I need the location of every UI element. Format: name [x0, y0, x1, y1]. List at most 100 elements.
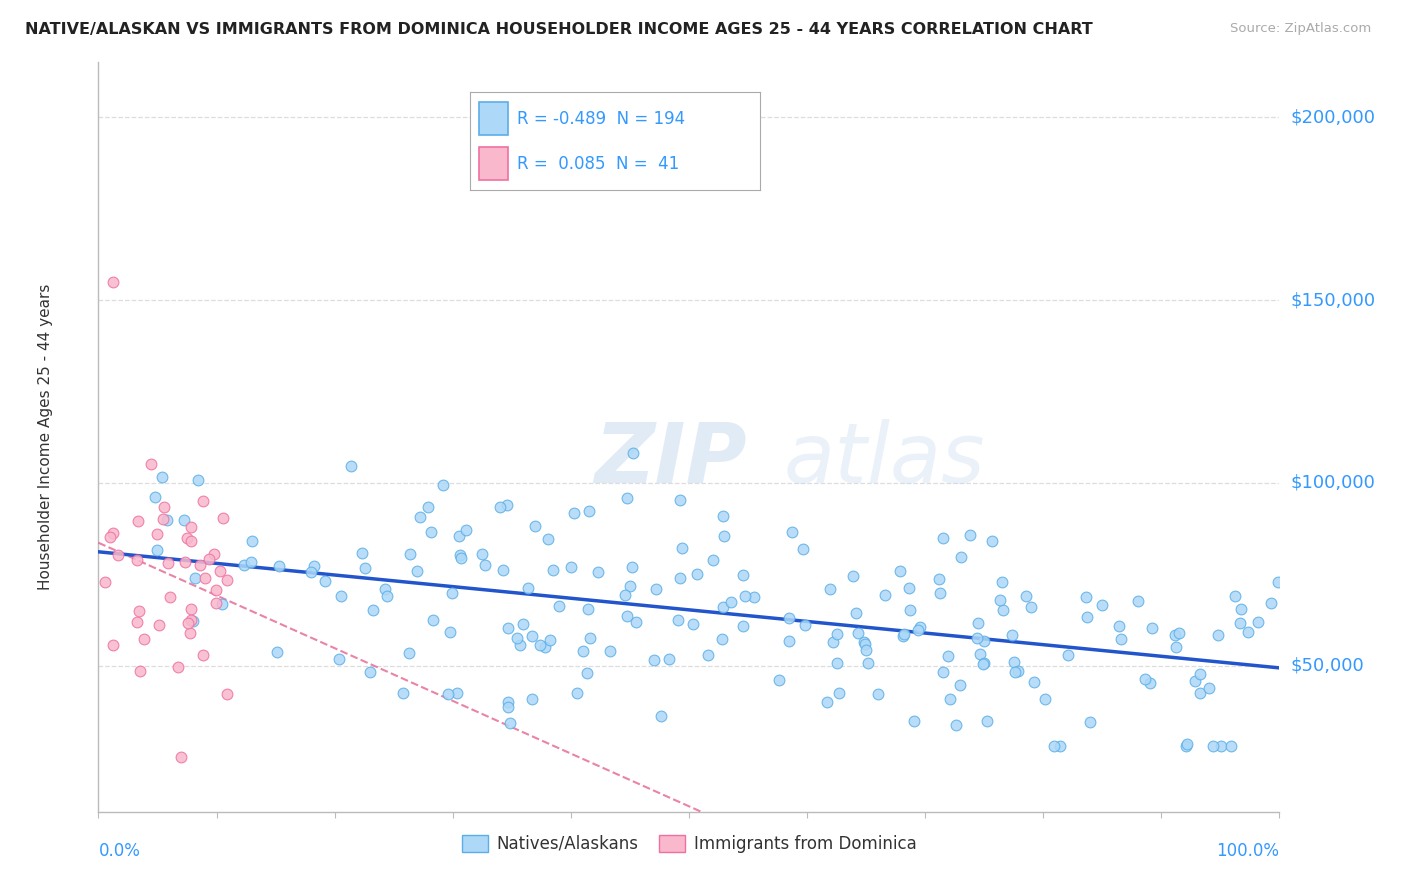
Point	[517, 581, 540, 595]
Point	[1042, 739, 1064, 753]
Point	[98, 530, 121, 544]
Point	[330, 590, 353, 604]
Point	[449, 548, 471, 562]
Point	[853, 637, 876, 651]
Point	[578, 504, 600, 518]
Point	[827, 686, 849, 700]
Point	[416, 500, 439, 514]
Point	[107, 549, 129, 563]
Point	[565, 685, 588, 699]
Point	[1056, 648, 1078, 662]
Point	[976, 714, 998, 728]
Point	[180, 533, 202, 548]
Point	[194, 571, 217, 585]
Point	[898, 581, 921, 595]
Point	[1015, 589, 1038, 603]
Point	[180, 613, 202, 627]
Point	[578, 602, 600, 616]
Point	[1091, 598, 1114, 612]
Point	[875, 588, 897, 602]
Point	[818, 582, 841, 597]
Point	[150, 470, 173, 484]
Point	[928, 585, 950, 599]
Point	[211, 597, 233, 611]
Point	[981, 533, 1004, 548]
Point	[152, 512, 174, 526]
Point	[392, 686, 415, 700]
Point	[1246, 615, 1268, 629]
Text: 0.0%: 0.0%	[98, 842, 141, 860]
Point	[1076, 609, 1098, 624]
Point	[616, 491, 638, 505]
Point	[179, 625, 201, 640]
Point	[932, 531, 955, 545]
Point	[1184, 674, 1206, 689]
Point	[239, 555, 262, 569]
Point	[439, 625, 461, 640]
Point	[103, 525, 125, 540]
Point	[1024, 675, 1046, 690]
Point	[903, 714, 925, 728]
Point	[314, 574, 336, 588]
Point	[939, 691, 962, 706]
Point	[101, 638, 124, 652]
Point	[524, 519, 547, 533]
Point	[522, 629, 544, 643]
Point	[509, 638, 531, 652]
Point	[409, 509, 432, 524]
Point	[562, 506, 585, 520]
Point	[512, 617, 534, 632]
Point	[778, 633, 800, 648]
Point	[495, 498, 517, 512]
Point	[586, 565, 609, 579]
Point	[1164, 628, 1187, 642]
Point	[891, 629, 914, 643]
Point	[1260, 596, 1282, 610]
Point	[1007, 664, 1029, 678]
Point	[159, 590, 181, 604]
Point	[1002, 655, 1025, 669]
Point	[422, 613, 444, 627]
Text: $100,000: $100,000	[1291, 474, 1375, 491]
Point	[375, 589, 398, 603]
Point	[1219, 739, 1241, 753]
Point	[173, 513, 195, 527]
Point	[1211, 739, 1233, 753]
Point	[496, 699, 519, 714]
Point	[529, 638, 551, 652]
Point	[363, 603, 385, 617]
Point	[193, 648, 215, 663]
Point	[734, 589, 756, 603]
Point	[645, 582, 668, 596]
Point	[180, 519, 202, 533]
Point	[682, 616, 704, 631]
Point	[174, 555, 197, 569]
Point	[1128, 594, 1150, 608]
Legend: Natives/Alaskans, Immigrants from Dominica: Natives/Alaskans, Immigrants from Domini…	[456, 828, 922, 860]
Point	[973, 656, 995, 670]
Point	[842, 568, 865, 582]
Text: atlas: atlas	[783, 419, 986, 500]
Point	[266, 645, 288, 659]
Point	[1078, 715, 1101, 730]
Point	[153, 500, 176, 514]
Point	[441, 586, 464, 600]
Point	[733, 568, 755, 582]
Point	[713, 529, 735, 543]
Point	[825, 627, 848, 641]
Point	[471, 547, 494, 561]
Point	[205, 596, 228, 610]
Point	[780, 524, 803, 539]
Point	[446, 686, 468, 700]
Point	[354, 560, 377, 574]
Point	[793, 618, 815, 632]
Point	[302, 558, 325, 573]
Point	[146, 543, 169, 558]
Point	[853, 635, 876, 649]
Point	[267, 559, 290, 574]
Point	[1139, 676, 1161, 690]
Point	[398, 647, 420, 661]
Point	[1267, 575, 1289, 590]
Point	[436, 687, 458, 701]
Point	[668, 571, 690, 585]
